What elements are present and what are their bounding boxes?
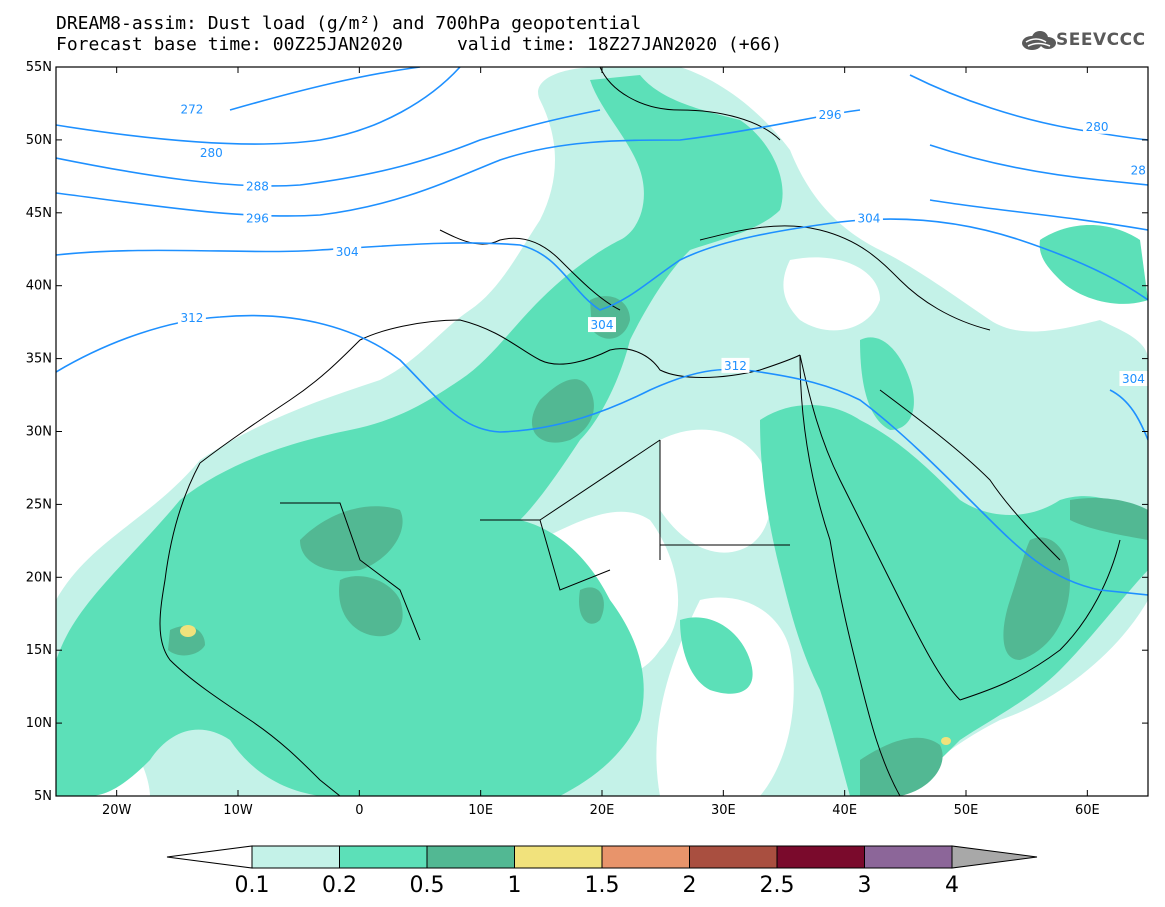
lon-label: 0 xyxy=(355,803,363,818)
contour-312 xyxy=(56,314,1148,596)
contour-label: 304 xyxy=(1122,372,1145,386)
contour-label: 312 xyxy=(180,311,203,325)
lon-label: 30E xyxy=(711,803,736,818)
contour-labels: 272 280 288 296 304 312 304 312 296 304 280 28 304 xyxy=(177,101,1149,387)
colorbar-under-arrow xyxy=(166,845,253,869)
geopotential-contours xyxy=(56,67,1148,596)
contour-label-bg xyxy=(1119,371,1148,387)
contour-label-bg xyxy=(243,210,272,226)
lon-label: 10E xyxy=(468,803,493,818)
contour-label-bg xyxy=(854,210,883,226)
forecast-time-line: Forecast base time: 00Z25JAN2020 valid t… xyxy=(56,34,783,55)
colorbar-segment xyxy=(864,845,953,869)
map-title: DREAM8-assim: Dust load (g/m²) and 700hP… xyxy=(56,13,642,34)
lon-label: 50E xyxy=(954,803,979,818)
colorbar-label: 2 xyxy=(683,873,697,898)
lat-label: 10N xyxy=(26,716,52,731)
colorbar-segment xyxy=(689,845,778,869)
contour-296-east xyxy=(929,199,1148,231)
lat-label: 20N xyxy=(26,570,52,585)
colorbar-segment xyxy=(601,845,690,869)
colorbar-label: 1 xyxy=(508,873,522,898)
contour-label-bg xyxy=(721,357,750,373)
colorbar-segment xyxy=(426,845,515,869)
lon-label: 20E xyxy=(590,803,615,818)
lat-label: 50N xyxy=(26,133,52,148)
lon-label: 10W xyxy=(223,803,253,818)
colorbar-label: 4 xyxy=(945,873,959,898)
contour-label: 280 xyxy=(200,146,223,160)
contour-label: 296 xyxy=(819,108,842,122)
contour-label-bg xyxy=(588,317,616,333)
colorbar-label: 2.5 xyxy=(760,873,795,898)
colorbar-over-arrow xyxy=(951,845,1038,869)
contour-label: 304 xyxy=(857,212,880,226)
lat-label: 45N xyxy=(26,206,52,221)
contour-label: 272 xyxy=(180,102,203,116)
contour-label-bg xyxy=(1128,162,1149,178)
colorbar-segment xyxy=(514,845,603,869)
lat-label: 5N xyxy=(34,789,52,804)
contour-label-bg xyxy=(177,101,206,117)
contour-label: 28 xyxy=(1131,164,1146,178)
lat-label: 35N xyxy=(26,352,52,367)
lon-label: 40E xyxy=(832,803,857,818)
contour-304-east xyxy=(1109,389,1148,441)
lat-label: 30N xyxy=(26,425,52,440)
contour-label: 312 xyxy=(724,359,747,373)
lat-label: 25N xyxy=(26,497,52,512)
colorbar-label: 0.2 xyxy=(322,873,357,898)
contour-label: 304 xyxy=(591,318,614,332)
lat-label: 55N xyxy=(26,60,52,75)
coastlines-and-borders xyxy=(159,67,1121,796)
colorbar-label: 3 xyxy=(858,873,872,898)
contour-label-bg xyxy=(333,244,362,260)
contour-272 xyxy=(229,67,421,111)
colorbar-label: 1.5 xyxy=(585,873,620,898)
dust-layer-high xyxy=(180,625,951,745)
contour-label-bg xyxy=(816,107,845,123)
cloud-logo-icon xyxy=(1022,31,1056,50)
contour-label: 280 xyxy=(1086,120,1109,134)
contour-296 xyxy=(56,109,861,217)
lon-label: 20W xyxy=(102,803,132,818)
seevccc-logo-text: SEEVCCC xyxy=(1056,30,1146,50)
contour-288 xyxy=(56,109,601,187)
contour-288-east xyxy=(929,144,1148,186)
contour-304 xyxy=(56,218,1148,311)
colorbar-label: 0.1 xyxy=(235,873,270,898)
longitude-axis: 20W 10W 0 10E 20E 30E 40E 50E 60E xyxy=(102,67,1100,818)
contour-280-east xyxy=(909,74,1148,141)
colorbar-segment xyxy=(776,845,865,869)
colorbar-segment xyxy=(339,845,428,869)
contour-280 xyxy=(56,67,461,145)
contour-label-bg xyxy=(243,178,272,194)
lat-label: 15N xyxy=(26,643,52,658)
latitude-axis: 55N 50N 45N 40N 35N 30N 25N 20N 15N 10N 5N xyxy=(26,60,1148,804)
colorbar-segment xyxy=(251,845,340,869)
colorbar-label: 0.5 xyxy=(410,873,445,898)
contour-label: 296 xyxy=(246,212,269,226)
contour-label-bg xyxy=(177,309,206,325)
contour-label-bg xyxy=(197,145,226,161)
dust-shading xyxy=(56,67,1148,796)
contour-label-bg xyxy=(1083,118,1112,134)
lon-label: 60E xyxy=(1075,803,1100,818)
contour-label: 304 xyxy=(336,245,359,259)
colorbar: 0.1 0.2 0.5 1 1.5 2 2.5 3 4 xyxy=(166,845,1038,898)
contour-label: 288 xyxy=(246,180,269,194)
lat-label: 40N xyxy=(26,279,52,294)
